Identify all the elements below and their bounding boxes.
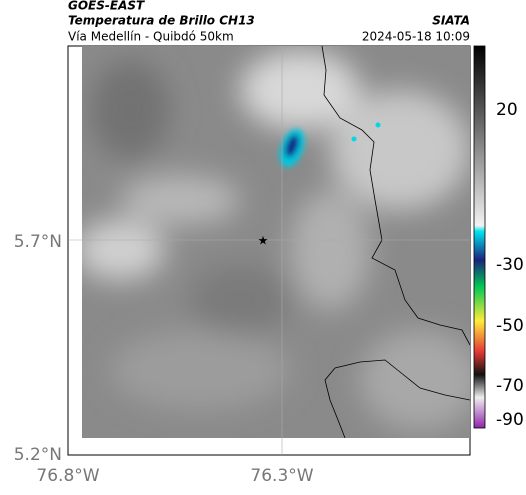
axis-labels: 5.7°N 5.2°N 76.8°W 76.3°W xyxy=(14,232,314,486)
colorbar-tick-label: -90 xyxy=(496,410,524,430)
colorbar-ticks: 20 -30 -50 -70 -90 xyxy=(496,100,524,430)
product: GOES-EAST xyxy=(68,0,145,13)
title: Temperatura de Brillo CH13 xyxy=(68,14,255,28)
colorbar xyxy=(473,45,486,429)
city-marker: ★ xyxy=(258,234,269,248)
lat-label: 5.2°N xyxy=(14,445,62,465)
colorbar-tick-label: -50 xyxy=(496,316,524,336)
lat-label: 5.7°N xyxy=(14,232,62,252)
colorbar-tick-label: 20 xyxy=(496,100,518,120)
colorbar-tick-label: -30 xyxy=(496,255,524,275)
lon-label: 76.8°W xyxy=(36,466,99,486)
header: GOES-EAST Temperatura de Brillo CH13 Vía… xyxy=(68,0,470,44)
satellite-image xyxy=(82,46,470,438)
timestamp: 2024-05-18 10:09 xyxy=(362,30,470,44)
colorbar-tick-label: -70 xyxy=(496,376,524,396)
lon-label: 76.3°W xyxy=(250,466,313,486)
agency: SIATA xyxy=(432,14,470,28)
subtitle: Vía Medellín - Quibdó 50km xyxy=(68,30,234,44)
